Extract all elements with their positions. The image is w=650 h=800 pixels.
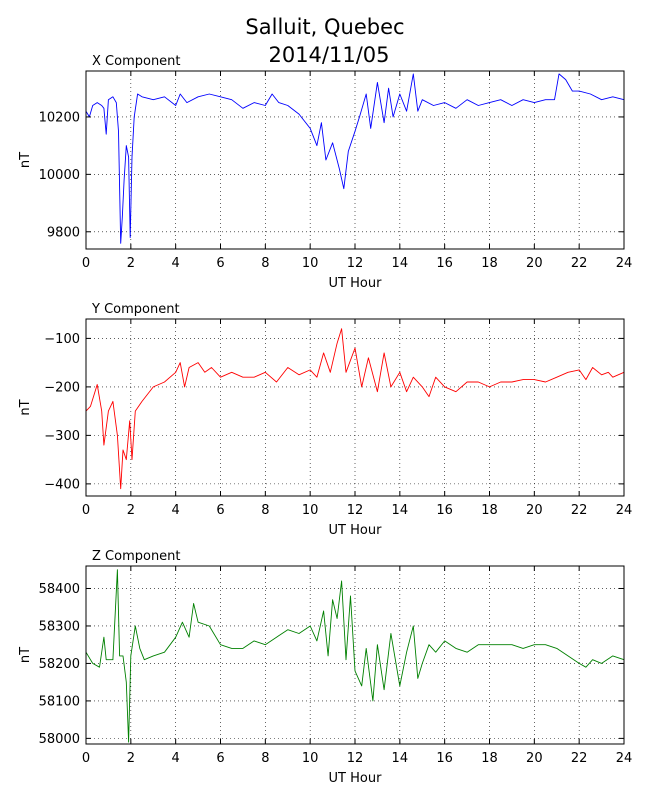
y-tick-label: −200 bbox=[44, 380, 80, 395]
y-tick-label: 9800 bbox=[47, 225, 80, 240]
y-axis-label: nT bbox=[18, 152, 33, 168]
series-line-x bbox=[85, 73, 625, 244]
y-tick-label: 58300 bbox=[39, 619, 80, 634]
x-axis-label: UT Hour bbox=[329, 523, 383, 538]
y-tick-label: 58100 bbox=[39, 694, 80, 709]
x-tick-label: 12 bbox=[347, 503, 364, 518]
figure-title-line2: 2014/11/05 bbox=[268, 43, 389, 67]
panel-title-x: X Component bbox=[92, 54, 181, 69]
chart-z-component: 0 2 4 6 8 10 12 14 16 18 20 22 245800058100582005830… bbox=[18, 549, 632, 786]
x-tick-label: 6 bbox=[216, 256, 224, 271]
x-tick-label: 8 bbox=[261, 751, 269, 766]
x-tick-label: 16 bbox=[436, 751, 453, 766]
y-tick-label: −400 bbox=[44, 477, 80, 492]
x-tick-label: 20 bbox=[526, 503, 543, 518]
x-tick-label: 16 bbox=[436, 503, 453, 518]
y-tick-label: −300 bbox=[44, 429, 80, 444]
x-tick-label: 4 bbox=[172, 256, 180, 271]
y-tick-label: 10200 bbox=[39, 110, 80, 125]
x-tick-label: 2 bbox=[127, 751, 135, 766]
x-tick-label: 8 bbox=[261, 256, 269, 271]
x-tick-label: 10 bbox=[302, 503, 319, 518]
x-tick-label: 20 bbox=[526, 751, 543, 766]
x-tick-label: 2 bbox=[127, 256, 135, 271]
x-tick-label: 18 bbox=[481, 503, 498, 518]
x-tick-label: 20 bbox=[526, 256, 543, 271]
x-tick-label: 0 bbox=[82, 503, 90, 518]
y-tick-label: 58000 bbox=[39, 732, 80, 747]
x-tick-label: 6 bbox=[216, 503, 224, 518]
x-tick-label: 10 bbox=[302, 256, 319, 271]
panel-title-z: Z Component bbox=[92, 549, 181, 564]
x-axis-label: UT Hour bbox=[329, 276, 383, 291]
series-line-y bbox=[85, 328, 625, 490]
x-tick-label: 12 bbox=[347, 256, 364, 271]
x-tick-label: 4 bbox=[172, 503, 180, 518]
x-tick-label: 18 bbox=[481, 256, 498, 271]
panel-title-y: Y Component bbox=[91, 302, 180, 317]
x-tick-label: 10 bbox=[302, 751, 319, 766]
y-tick-label: 58400 bbox=[39, 582, 80, 597]
y-axis-label: nT bbox=[18, 647, 33, 663]
x-tick-label: 22 bbox=[571, 256, 588, 271]
x-tick-label: 16 bbox=[436, 256, 453, 271]
x-tick-label: 6 bbox=[216, 751, 224, 766]
x-tick-label: 24 bbox=[616, 751, 633, 766]
x-tick-label: 24 bbox=[616, 256, 633, 271]
x-tick-label: 14 bbox=[392, 751, 409, 766]
x-tick-label: 22 bbox=[571, 503, 588, 518]
x-tick-label: 18 bbox=[481, 751, 498, 766]
x-tick-label: 14 bbox=[392, 256, 409, 271]
x-tick-label: 12 bbox=[347, 751, 364, 766]
y-tick-label: 10000 bbox=[39, 168, 80, 183]
x-tick-label: 24 bbox=[616, 503, 633, 518]
x-axis-label: UT Hour bbox=[329, 771, 383, 786]
x-tick-label: 0 bbox=[82, 751, 90, 766]
figure-title-line1: Salluit, Quebec bbox=[245, 15, 404, 39]
x-tick-label: 8 bbox=[261, 503, 269, 518]
y-tick-label: −100 bbox=[44, 332, 80, 347]
x-tick-label: 2 bbox=[127, 503, 135, 518]
x-tick-label: 0 bbox=[82, 256, 90, 271]
x-tick-label: 14 bbox=[392, 503, 409, 518]
x-tick-label: 4 bbox=[172, 751, 180, 766]
y-axis-label: nT bbox=[18, 399, 33, 415]
y-tick-label: 58200 bbox=[39, 657, 80, 672]
x-tick-label: 22 bbox=[571, 751, 588, 766]
series-line-z bbox=[85, 569, 625, 743]
